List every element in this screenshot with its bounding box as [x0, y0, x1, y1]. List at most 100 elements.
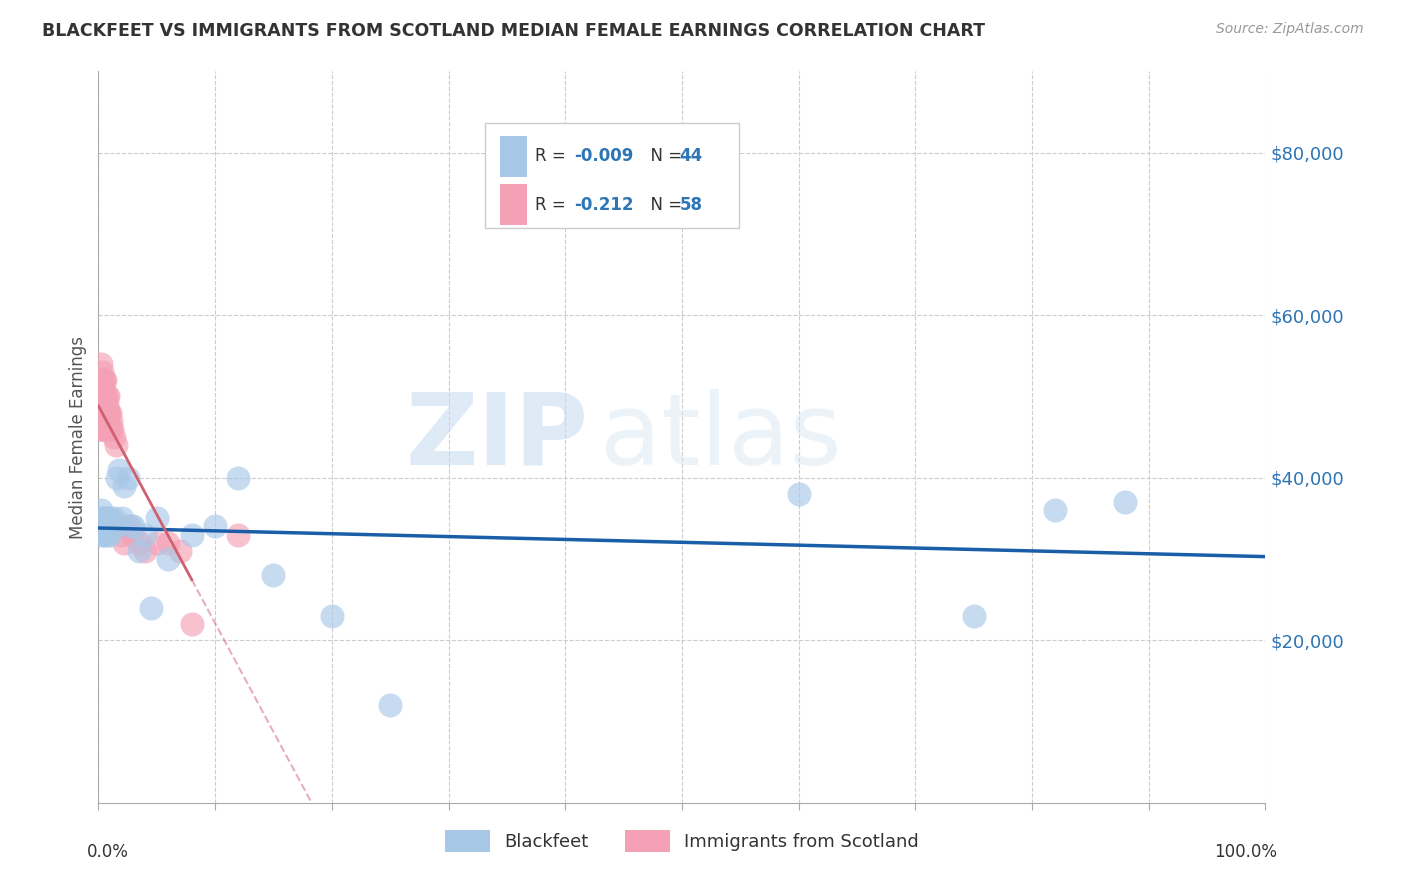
Y-axis label: Median Female Earnings: Median Female Earnings	[69, 335, 87, 539]
Point	[93, 373, 115, 387]
Point	[111, 527, 134, 541]
Point	[93, 519, 115, 533]
Point	[90, 511, 112, 525]
Point	[90, 389, 112, 403]
Point	[91, 422, 114, 436]
Point	[90, 373, 112, 387]
Point	[104, 519, 127, 533]
Point	[94, 511, 117, 525]
Point	[108, 462, 131, 476]
Point	[97, 406, 120, 420]
Point	[228, 527, 250, 541]
Point	[262, 568, 284, 582]
Text: 100.0%: 100.0%	[1213, 843, 1277, 861]
Text: 0.0%: 0.0%	[87, 843, 128, 861]
Point	[105, 471, 128, 485]
Point	[139, 600, 162, 615]
Point	[90, 422, 112, 436]
Point	[96, 389, 118, 403]
Text: N =: N =	[640, 195, 688, 213]
Point	[89, 389, 111, 403]
Point	[98, 406, 121, 420]
Point	[117, 471, 139, 485]
Point	[90, 365, 112, 379]
Point	[90, 389, 112, 403]
Point	[94, 373, 117, 387]
Point	[122, 519, 145, 533]
Point	[90, 398, 112, 412]
Point	[91, 373, 114, 387]
Point	[380, 698, 402, 713]
Point	[97, 511, 120, 525]
Legend: Blackfeet, Immigrants from Scotland: Blackfeet, Immigrants from Scotland	[437, 823, 927, 860]
Text: R =: R =	[534, 195, 576, 213]
Point	[90, 414, 112, 428]
Point	[98, 511, 121, 525]
Point	[112, 535, 135, 549]
Point	[89, 398, 111, 412]
Point	[97, 519, 120, 533]
Text: 44: 44	[679, 147, 703, 166]
Point	[180, 617, 202, 632]
Point	[90, 406, 112, 420]
Point	[93, 389, 115, 403]
Text: -0.009: -0.009	[574, 147, 634, 166]
Point	[321, 608, 343, 623]
Point	[89, 519, 111, 533]
Point	[90, 381, 112, 395]
Point	[96, 414, 118, 428]
Point	[120, 519, 142, 533]
Point	[112, 479, 135, 493]
Point	[98, 422, 121, 436]
Point	[134, 527, 156, 541]
Point	[98, 527, 121, 541]
Point	[94, 389, 117, 403]
Point	[94, 406, 117, 420]
Point	[90, 503, 112, 517]
Point	[204, 519, 226, 533]
Point	[228, 471, 250, 485]
Point	[146, 511, 169, 525]
Point	[97, 406, 120, 420]
Point	[128, 544, 150, 558]
Point	[103, 511, 125, 525]
Point	[93, 406, 115, 420]
Point	[122, 527, 145, 541]
Text: ZIP: ZIP	[406, 389, 589, 485]
Point	[89, 406, 111, 420]
Point	[90, 422, 112, 436]
Point	[104, 438, 127, 452]
Point	[91, 511, 114, 525]
Point	[100, 519, 122, 533]
Point	[91, 381, 114, 395]
Point	[128, 535, 150, 549]
Point	[89, 422, 111, 436]
Point	[103, 430, 125, 444]
Text: atlas: atlas	[600, 389, 842, 485]
Point	[101, 422, 124, 436]
Text: R =: R =	[534, 147, 571, 166]
Point	[96, 398, 118, 412]
Point	[90, 519, 112, 533]
Point	[90, 373, 112, 387]
Point	[108, 519, 131, 533]
Point	[117, 519, 139, 533]
Text: 58: 58	[679, 195, 703, 213]
Point	[157, 552, 180, 566]
Point	[100, 414, 122, 428]
Point	[90, 398, 112, 412]
Point	[90, 357, 112, 371]
Point	[94, 519, 117, 533]
Text: Source: ZipAtlas.com: Source: ZipAtlas.com	[1216, 22, 1364, 37]
Point	[134, 544, 156, 558]
Point	[90, 381, 112, 395]
Point	[97, 519, 120, 533]
Point	[90, 414, 112, 428]
Point	[180, 527, 202, 541]
Point	[169, 544, 191, 558]
Point	[91, 389, 114, 403]
Text: BLACKFEET VS IMMIGRANTS FROM SCOTLAND MEDIAN FEMALE EARNINGS CORRELATION CHART: BLACKFEET VS IMMIGRANTS FROM SCOTLAND ME…	[42, 22, 986, 40]
Point	[111, 511, 134, 525]
Text: N =: N =	[640, 147, 688, 166]
Point	[89, 414, 111, 428]
